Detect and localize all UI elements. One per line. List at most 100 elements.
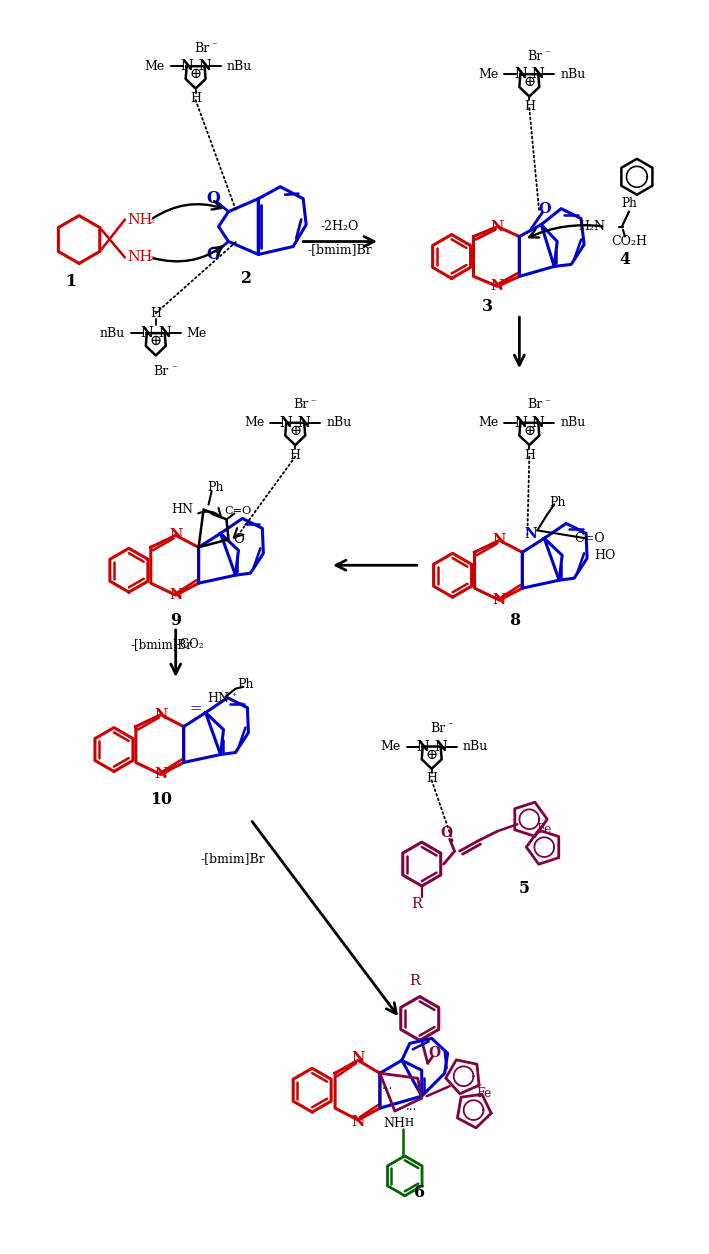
- Text: |-CO₂: |-CO₂: [173, 638, 204, 651]
- Text: N: N: [493, 533, 506, 547]
- Text: N: N: [158, 326, 171, 340]
- Text: H: H: [426, 772, 437, 785]
- Text: Ph: Ph: [549, 497, 566, 509]
- Text: ⊕: ⊕: [523, 424, 535, 438]
- Text: 10: 10: [150, 791, 172, 808]
- Text: HO: HO: [594, 549, 615, 562]
- Text: N: N: [491, 280, 504, 293]
- Text: C=O: C=O: [225, 507, 252, 517]
- Text: nBu: nBu: [226, 60, 252, 73]
- Text: nBu: nBu: [462, 740, 488, 754]
- Text: ⊕: ⊕: [289, 424, 301, 438]
- Text: ⁻: ⁻: [447, 721, 452, 731]
- Text: H: H: [524, 449, 535, 461]
- Text: H: H: [290, 449, 301, 461]
- Text: N: N: [352, 1115, 364, 1129]
- Text: -[bmim]Br: -[bmim]Br: [131, 638, 193, 651]
- Text: ⁻: ⁻: [545, 398, 550, 408]
- Text: Me: Me: [478, 68, 498, 80]
- Text: NH: NH: [127, 213, 152, 227]
- Text: ⁻: ⁻: [211, 41, 216, 51]
- Text: Me: Me: [186, 326, 207, 340]
- Text: N: N: [435, 740, 447, 754]
- Text: nBu: nBu: [326, 416, 352, 429]
- Text: H: H: [524, 100, 535, 113]
- Text: H: H: [190, 92, 201, 105]
- Text: nBu: nBu: [560, 68, 586, 80]
- Text: ₂: ₂: [150, 252, 155, 262]
- Text: ⊕: ⊕: [425, 747, 437, 761]
- Text: Me: Me: [478, 416, 498, 429]
- Text: ⁻: ⁻: [545, 49, 550, 59]
- Text: N: N: [169, 528, 182, 543]
- Text: -[bmim]Br: -[bmim]Br: [201, 853, 265, 865]
- Text: Br: Br: [153, 365, 168, 377]
- Text: N: N: [180, 59, 193, 73]
- Text: ⁻: ⁻: [171, 364, 177, 374]
- Text: C=O: C=O: [574, 532, 604, 544]
- Text: HN: HN: [172, 503, 194, 515]
- Text: Ph: Ph: [238, 678, 254, 691]
- Text: Me: Me: [244, 416, 264, 429]
- Text: 9: 9: [170, 612, 182, 628]
- Text: N: N: [416, 740, 429, 754]
- Text: 2: 2: [241, 270, 252, 287]
- Text: ⁺: ⁺: [231, 692, 236, 701]
- Text: nBu: nBu: [560, 416, 586, 429]
- Text: R: R: [411, 897, 422, 910]
- Text: O: O: [233, 533, 244, 545]
- Text: Fe: Fe: [476, 1087, 491, 1100]
- Text: Ph: Ph: [207, 482, 224, 494]
- Text: N: N: [514, 68, 527, 82]
- Text: ⁻: ⁻: [239, 700, 244, 710]
- Text: N: N: [493, 593, 506, 607]
- Text: 4: 4: [620, 251, 630, 268]
- Text: -[bmim]Br: -[bmim]Br: [308, 243, 372, 256]
- Text: N: N: [524, 528, 537, 542]
- Text: N: N: [199, 59, 211, 73]
- Text: Me: Me: [145, 60, 164, 73]
- Text: N: N: [298, 416, 311, 430]
- Text: Ph: Ph: [621, 197, 637, 211]
- Text: N: N: [491, 219, 504, 233]
- Text: N: N: [514, 416, 527, 430]
- Text: ⊕: ⊕: [189, 68, 201, 82]
- Text: O: O: [207, 246, 220, 263]
- Text: ⊕: ⊕: [150, 334, 162, 349]
- Text: N: N: [154, 707, 167, 721]
- Text: N: N: [352, 1051, 364, 1066]
- Text: O: O: [429, 1046, 441, 1061]
- Text: -2H₂O: -2H₂O: [321, 219, 359, 233]
- Text: nBu: nBu: [100, 326, 125, 340]
- Text: =: =: [189, 702, 201, 716]
- Text: N: N: [154, 767, 167, 781]
- Text: HN: HN: [208, 692, 230, 705]
- Text: ...: ...: [406, 1100, 418, 1112]
- Text: Br: Br: [294, 399, 309, 411]
- Text: Fe: Fe: [537, 823, 552, 835]
- Text: Br: Br: [430, 722, 445, 735]
- Text: NH: NH: [127, 251, 152, 265]
- Text: 8: 8: [509, 612, 520, 628]
- Text: Br: Br: [527, 50, 543, 63]
- Text: ₂: ₂: [150, 214, 155, 224]
- Text: Br: Br: [194, 41, 209, 55]
- Text: H₂N: H₂N: [578, 219, 605, 233]
- Text: NH: NH: [384, 1116, 406, 1130]
- Text: O: O: [538, 202, 551, 216]
- Text: N: N: [140, 326, 153, 340]
- Text: H: H: [404, 1119, 413, 1129]
- Text: N: N: [280, 416, 293, 430]
- Text: H: H: [150, 307, 161, 320]
- Text: N: N: [532, 416, 545, 430]
- Text: N: N: [532, 68, 545, 82]
- Text: Me: Me: [381, 740, 401, 754]
- Text: 5: 5: [519, 880, 530, 898]
- Text: O: O: [440, 826, 453, 840]
- Text: N: N: [169, 588, 182, 602]
- Text: 1: 1: [66, 273, 77, 290]
- Text: 3: 3: [482, 297, 493, 315]
- Text: O: O: [207, 191, 220, 207]
- Text: ...: ...: [382, 1078, 393, 1092]
- Text: CO₂H: CO₂H: [611, 234, 647, 248]
